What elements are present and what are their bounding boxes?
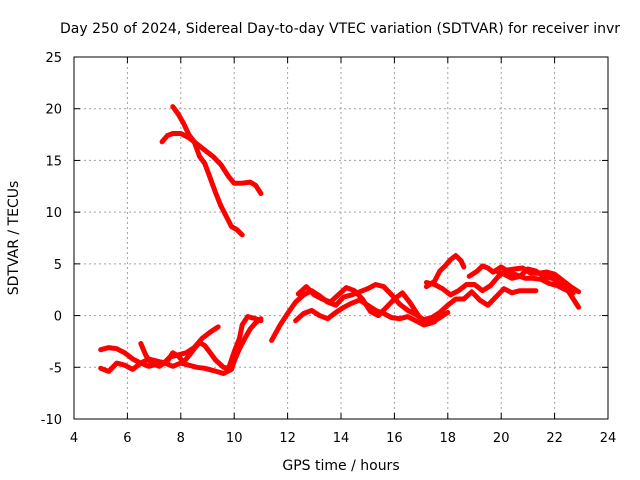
y-tick-label: 25 <box>45 51 62 66</box>
series-track-d <box>98 316 264 376</box>
x-tick-label: 14 <box>333 431 350 446</box>
chart-title: Day 250 of 2024, Sidereal Day-to-day VTE… <box>60 21 620 37</box>
series-track-e <box>138 340 232 371</box>
x-tick-label: 18 <box>440 431 457 446</box>
x-tick-label: 22 <box>546 431 563 446</box>
series-track-h <box>293 297 451 328</box>
x-tick-label: 10 <box>226 431 243 446</box>
x-tick-labels: 4 6 8 10 12 14 16 18 20 22 24 <box>70 431 616 446</box>
x-tick-label: 8 <box>177 431 185 446</box>
y-tick-label: 5 <box>54 258 62 273</box>
series-track-b <box>159 131 264 196</box>
y-tick-label: 10 <box>45 206 62 221</box>
series-group <box>98 104 582 376</box>
series-track-j <box>423 253 467 290</box>
x-tick-label: 6 <box>123 431 131 446</box>
x-tick-label: 4 <box>70 431 78 446</box>
y-tick-label: -10 <box>41 413 62 428</box>
series-track-i <box>295 284 445 327</box>
y-axis-label: SDTVAR / TECUs <box>6 181 22 296</box>
x-tick-label: 12 <box>279 431 296 446</box>
y-tick-label: 0 <box>54 310 62 325</box>
y-tick-labels: -10 -5 0 5 10 15 20 25 <box>41 51 62 428</box>
x-tick-label: 24 <box>600 431 617 446</box>
y-tick-label: 20 <box>45 103 62 118</box>
y-tick-label: 15 <box>45 154 62 169</box>
x-tick-label: 16 <box>386 431 403 446</box>
x-tick-label: 20 <box>493 431 510 446</box>
tick-marks <box>73 56 609 420</box>
grid-lines <box>74 57 608 419</box>
series-track-a <box>170 104 245 238</box>
y-tick-label: -5 <box>49 361 62 376</box>
series-track-m <box>466 263 576 296</box>
series-track-f <box>226 314 264 370</box>
x-axis-label: GPS time / hours <box>282 458 399 474</box>
